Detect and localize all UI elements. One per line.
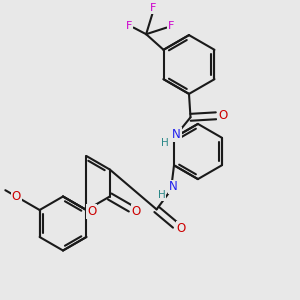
Text: N: N: [172, 128, 181, 141]
Text: F: F: [150, 3, 156, 13]
Text: F: F: [168, 21, 174, 31]
Text: O: O: [12, 190, 21, 203]
Text: O: O: [132, 205, 141, 218]
Text: N: N: [169, 180, 178, 194]
Text: O: O: [218, 109, 227, 122]
Text: O: O: [87, 205, 96, 218]
Text: H: H: [160, 138, 168, 148]
Text: F: F: [126, 21, 132, 31]
Text: O: O: [177, 222, 186, 235]
Text: H: H: [158, 190, 165, 200]
